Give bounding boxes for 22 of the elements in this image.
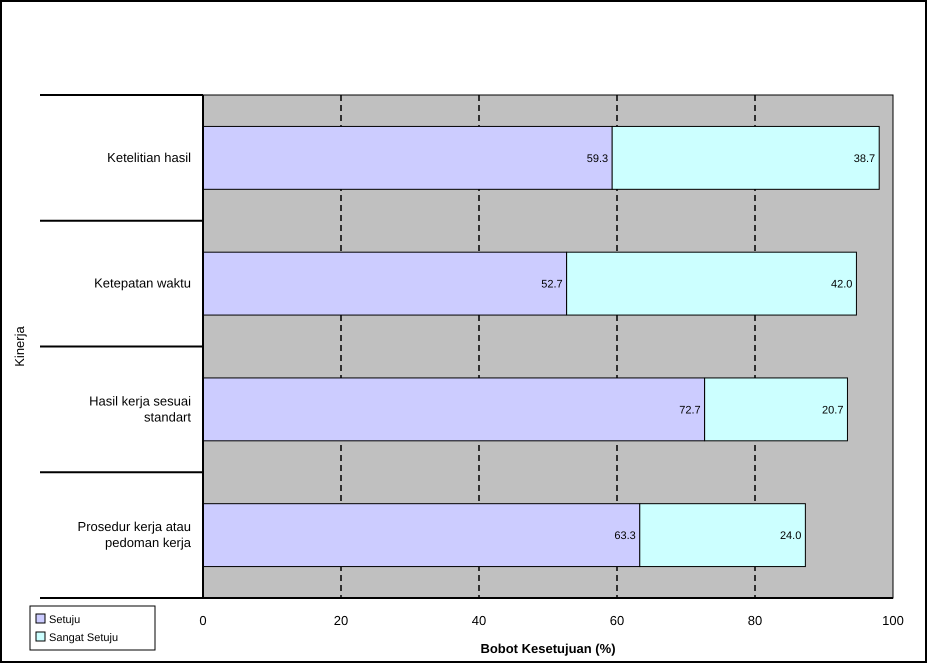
text: 20.7 (822, 404, 844, 416)
text: 72.7 (679, 404, 701, 416)
text: 52.7 (541, 278, 563, 291)
text: 63.3 (614, 530, 636, 542)
legend-label: Sangat Setuju (49, 632, 118, 644)
text: 59.3 (586, 152, 608, 165)
y-tick-label: Hasil kerja sesuai standart (89, 393, 192, 424)
x-axis-title: Bobot Kesetujuan (%) (480, 641, 616, 656)
y-tick-label: Ketelitian hasil (107, 150, 192, 165)
x-tick-label: 0 (199, 613, 207, 628)
text: 38.7 (854, 152, 876, 165)
x-tick-label: 80 (748, 613, 762, 628)
text: 42.0 (831, 278, 852, 291)
x-tick-label: 20 (334, 613, 348, 628)
x-tick-label: 60 (610, 613, 624, 628)
legend-label: Setuju (49, 614, 80, 626)
y-tick-label: Ketepatan waktu (94, 276, 191, 291)
x-tick-label: 40 (472, 613, 486, 628)
y-axis-title: Kinerja (12, 326, 27, 367)
text: 24.0 (780, 530, 802, 542)
x-tick-label: 100 (882, 613, 904, 628)
y-tick-label: Prosedur kerja atau pedoman kerja (78, 519, 192, 550)
